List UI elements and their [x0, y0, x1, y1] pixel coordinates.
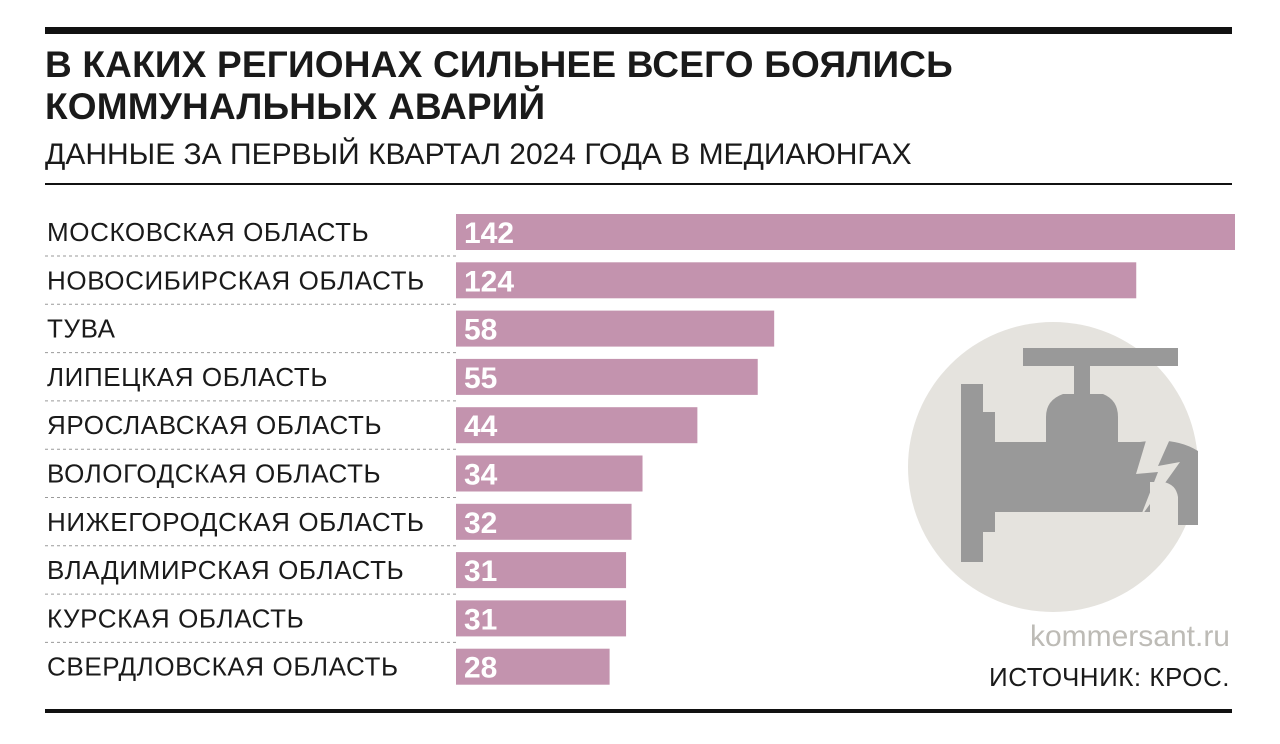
category-label: КУРСКАЯ ОБЛАСТЬ — [47, 603, 304, 633]
bar — [456, 600, 627, 637]
bar — [456, 552, 627, 589]
site-credit: kommersant.ru — [1029, 620, 1230, 653]
category-label: ВОЛОГОДСКАЯ ОБЛАСТЬ — [47, 459, 381, 489]
category-label: ЛИПЕЦКАЯ ОБЛАСТЬ — [47, 362, 328, 392]
bottom-rule — [45, 709, 1232, 713]
bar-value-label: 55 — [464, 362, 497, 395]
bar — [456, 214, 1235, 250]
broken-water-tap-graphic — [908, 322, 1226, 612]
broken-water-tap-icon — [908, 322, 1226, 612]
chart-title: В КАКИХ РЕГИОНАХ СИЛЬНЕЕ ВСЕГО БОЯЛИСЬ К… — [45, 44, 953, 127]
category-label: СВЕРДЛОВСКАЯ ОБЛАСТЬ — [47, 652, 399, 682]
bar — [456, 262, 1137, 299]
bar — [456, 407, 698, 444]
category-label: ВЛАДИМИРСКАЯ ОБЛАСТЬ — [47, 555, 404, 585]
bar — [456, 503, 632, 540]
bar — [456, 358, 758, 395]
bar-value-label: 31 — [464, 603, 497, 636]
bar — [456, 648, 610, 685]
bar — [456, 310, 775, 347]
category-label: ТУВА — [47, 314, 116, 344]
bar — [456, 455, 643, 492]
bar-value-label: 44 — [464, 410, 498, 443]
bar-value-label: 32 — [464, 507, 497, 540]
bar-value-label: 58 — [464, 314, 497, 347]
category-label: МОСКОВСКАЯ ОБЛАСТЬ — [47, 217, 369, 247]
top-rule — [45, 27, 1232, 34]
bar-value-label: 124 — [464, 265, 514, 298]
chart-subtitle: ДАННЫЕ ЗА ПЕРВЫЙ КВАРТАЛ 2024 ГОДА В МЕД… — [45, 138, 912, 171]
source-note: ИСТОЧНИК: КРОС. — [989, 662, 1230, 692]
bar-value-label: 28 — [464, 652, 497, 685]
bar-value-label: 34 — [464, 459, 498, 492]
bar-value-label: 31 — [464, 555, 497, 588]
category-label: НИЖЕГОРОДСКАЯ ОБЛАСТЬ — [47, 507, 425, 537]
bar-value-label: 142 — [464, 217, 514, 250]
category-label: НОВОСИБИРСКАЯ ОБЛАСТЬ — [47, 265, 425, 295]
header-divider — [45, 183, 1232, 185]
category-label: ЯРОСЛАВСКАЯ ОБЛАСТЬ — [47, 410, 382, 440]
